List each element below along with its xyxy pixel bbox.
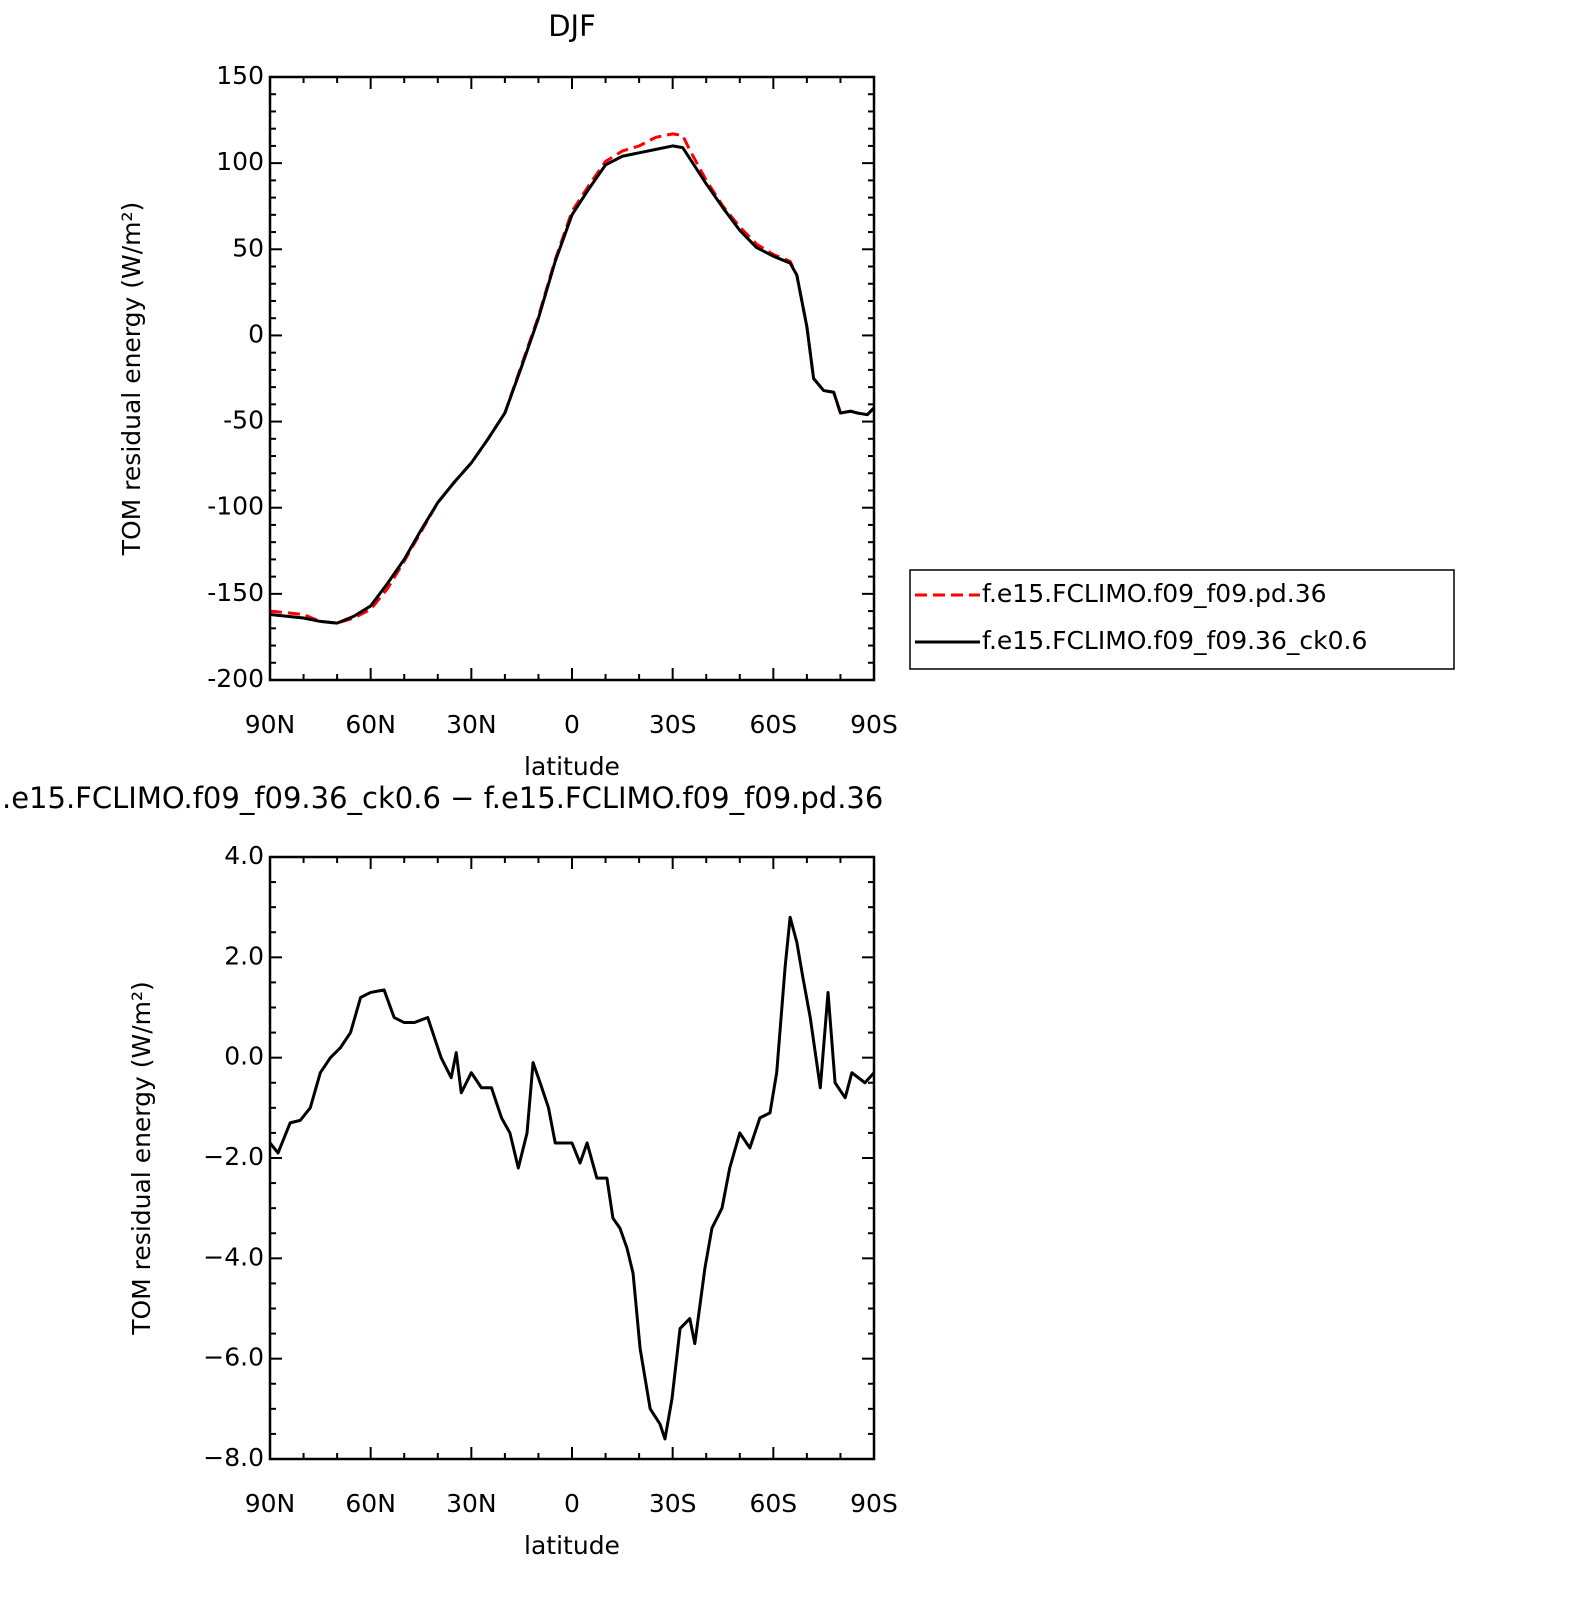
- y-tick-label: -200: [207, 664, 264, 693]
- legend-box: [909, 569, 1455, 670]
- data-line: [269, 132, 876, 625]
- x-tick-label: 60N: [345, 1489, 396, 1518]
- plot-frame: [268, 855, 876, 1461]
- y-tick-label: 100: [216, 147, 264, 176]
- y-axis-label: TOM residual energy (W/m²): [117, 202, 146, 557]
- y-tick-label: −4.0: [203, 1242, 264, 1271]
- data-line: [268, 915, 876, 1441]
- y-tick-label: 2.0: [224, 941, 264, 970]
- x-tick-label: 60S: [749, 1489, 797, 1518]
- y-tick-label: -100: [207, 492, 264, 521]
- x-tick-label: 90N: [245, 1489, 296, 1518]
- x-tick-label: 60N: [345, 710, 396, 739]
- x-tick-label: 30S: [649, 1489, 697, 1518]
- legend-label: f.e15.FCLIMO.f09_f09.36_ck0.6: [982, 626, 1367, 655]
- x-tick-label: 90N: [245, 710, 296, 739]
- x-tick-label: 0: [564, 710, 580, 739]
- legend-label: f.e15.FCLIMO.f09_f09.pd.36: [982, 579, 1327, 608]
- x-tick-label: 90S: [850, 1489, 898, 1518]
- y-tick-label: 0.0: [224, 1042, 264, 1071]
- y-axis-label: TOM residual energy (W/m²): [127, 981, 156, 1336]
- chart-title: DJF: [548, 9, 596, 43]
- y-tick-label: -50: [223, 406, 264, 435]
- x-tick-label: 0: [564, 1489, 580, 1518]
- x-axis-label: latitude: [524, 1531, 620, 1560]
- x-tick-label: 30S: [649, 710, 697, 739]
- x-tick-label: 60S: [749, 710, 797, 739]
- x-axis-label: latitude: [524, 752, 620, 781]
- y-tick-label: −2.0: [203, 1142, 264, 1171]
- y-tick-label: 150: [216, 61, 264, 90]
- plot-frame: [268, 75, 876, 682]
- y-tick-label: −8.0: [203, 1443, 264, 1472]
- y-tick-label: 50: [232, 233, 264, 262]
- x-tick-label: 30N: [446, 710, 497, 739]
- x-tick-label: 30N: [446, 1489, 497, 1518]
- y-tick-label: 4.0: [224, 841, 264, 870]
- y-tick-label: −6.0: [203, 1343, 264, 1372]
- chart-title: .e15.FCLIMO.f09_f09.36_ck0.6 − f.e15.FCL…: [2, 781, 883, 815]
- y-tick-label: 0: [248, 319, 264, 348]
- x-tick-label: 90S: [850, 710, 898, 739]
- data-line: [269, 144, 876, 625]
- y-tick-label: -150: [207, 578, 264, 607]
